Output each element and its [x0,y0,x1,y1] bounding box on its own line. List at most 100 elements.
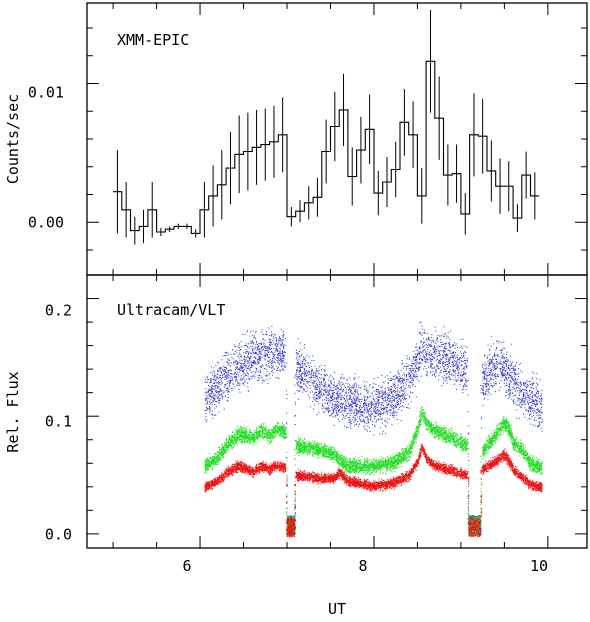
ultracam-point [369,416,371,418]
ultracam-point [359,416,361,418]
ultracam-point [485,386,487,388]
ultracam-point [231,437,233,439]
ultracam-point [307,394,309,396]
ultracam-point [220,389,222,391]
ultracam-point [505,377,507,379]
ultracam-point [297,338,299,339]
ultracam-point [499,382,501,384]
ultracam-point [331,393,333,395]
ultracam-point [528,407,530,409]
ultracam-point [403,367,405,369]
ultracam-point [535,409,537,410]
ultracam-point [374,403,376,405]
ultracam-point [433,366,435,368]
ultracam-point [419,322,421,324]
ultracam-point [299,385,301,387]
ultracam-point [408,365,410,367]
ultracam-point [339,403,341,405]
ultracam-point [279,353,281,355]
ultracam-point [357,403,359,405]
ultracam-point [364,409,366,411]
ultracam-point [499,369,501,371]
ultracam-point [204,462,206,464]
ultracam-point [463,352,464,354]
ultracam-point [246,345,248,347]
ultracam-point [239,427,241,428]
ultracam-point [273,353,275,355]
ultracam-point [424,329,426,331]
ultracam-point [538,414,540,416]
ultracam-point [277,343,279,345]
ultracam-point [431,345,433,346]
ultracam-point [335,406,337,408]
ultracam-point [484,362,486,364]
ultracam-point [250,356,252,357]
ultracam-point [245,367,247,369]
ultracam-point [352,384,354,386]
ultracam-point [537,410,539,412]
ultracam-point [236,366,238,368]
ultracam-point [364,420,365,422]
ultracam-point [330,389,332,391]
ultracam-point [324,370,326,372]
ultracam-point [380,391,382,393]
ultracam-point [333,397,335,399]
ultracam-point [386,400,388,401]
ultracam-point [329,397,331,399]
ultracam-point [373,410,375,412]
ultracam-point [381,394,383,396]
ultracam-point [247,361,249,363]
ultracam-point [387,388,389,390]
ultracam-point [497,376,499,377]
ultracam-point [265,349,267,351]
ultracam-point [253,342,255,344]
ultracam-point [519,406,521,408]
ultracam-point [530,411,532,413]
ultracam-point [483,368,485,370]
ultracam-point [392,404,394,406]
ultracam-point [396,400,398,402]
ultracam-point [409,368,411,370]
ultracam-point [432,367,434,369]
ultracam-point [301,380,303,382]
ultracam-point [530,401,532,403]
ultracam-point [210,378,212,380]
ultracam-point [284,437,286,439]
ultracam-point [297,381,299,383]
ultracam-point [452,366,454,368]
panel-ultracam: Ultracam/VLT 0.2 0.1 0.0 Rel. Flux 6 8 1… [4,274,588,618]
ultracam-point [334,404,336,406]
ultracam-point [487,357,489,359]
ultracam-point [380,411,382,413]
ultracam-point [508,394,510,396]
ultracam-point [503,356,505,358]
ultracam-point [504,361,506,362]
ultracam-point [506,354,508,356]
ultracam-point [415,396,417,398]
ultracam-point [300,355,302,357]
ultracam-point [541,421,543,423]
ultracam-point [363,404,365,406]
ultracam-point [224,391,226,393]
ultracam-point [251,342,253,344]
ultracam-point [510,376,512,378]
ultracam-point [522,398,523,400]
ultracam-point [412,356,414,357]
ultracam-point [415,362,417,364]
ultracam-point [342,397,344,398]
ultracam-point [431,354,433,356]
ultracam-point [375,410,377,412]
ultracam-point [226,351,228,353]
ultracam-point [385,392,387,393]
ultracam-point [411,377,413,379]
ultracam-point [506,351,508,353]
ultracam-point [488,381,490,382]
ultracam-point [453,383,455,385]
ultracam-point [315,371,317,373]
ultracam-point [297,363,299,365]
ultracam-point [523,413,524,415]
ultracam-point [373,403,375,405]
ultracam-point [327,393,329,395]
ultracam-point [449,343,451,345]
ultracam-point [319,394,321,396]
